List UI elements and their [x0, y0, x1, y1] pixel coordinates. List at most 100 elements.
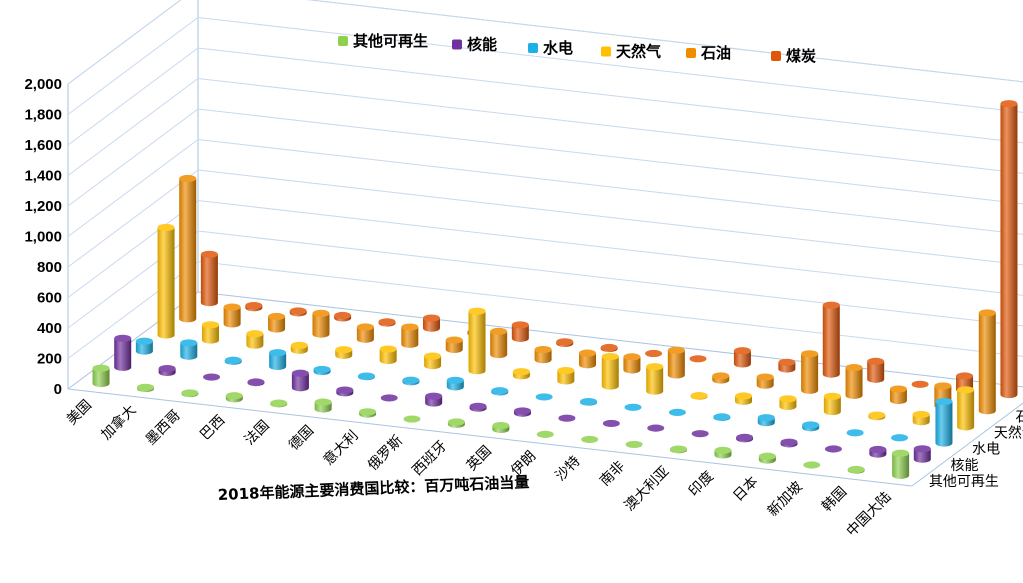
bar: [823, 392, 841, 416]
bar: [136, 383, 154, 393]
y-tick-label: 1,800: [24, 107, 62, 124]
y-tick-label: 0: [54, 381, 62, 398]
bar: [157, 223, 175, 339]
bar: [647, 424, 665, 432]
chart-frame-edge: [197, 291, 1023, 388]
bar: [690, 392, 708, 400]
bar: [733, 347, 751, 368]
y-axis-ticks: 0 200 400 600 800 1,000 1,200 1,400 1,600 1,800 2,…: [24, 76, 62, 398]
x-tick-label: 法国: [242, 417, 273, 448]
bar: [158, 364, 176, 377]
bar: [246, 330, 264, 349]
bar: [422, 314, 440, 332]
x-tick-label: 日本: [730, 474, 761, 505]
bar: [511, 321, 529, 342]
bar: [778, 358, 796, 373]
bar: [181, 389, 199, 398]
y-tick-label: 1,000: [24, 229, 62, 246]
bar: [757, 414, 775, 427]
bar: [357, 372, 375, 381]
y-tick-label: 800: [37, 259, 62, 276]
gridline: [67, 0, 1023, 85]
bar: [758, 452, 776, 464]
legend-label: 其他可再生: [353, 32, 428, 50]
y-tick-label: 400: [37, 320, 62, 337]
bar: [268, 312, 286, 333]
legend-label: 石油: [700, 44, 731, 62]
gridline: [67, 260, 1023, 359]
bar: [536, 430, 554, 438]
legend-swatch: [338, 36, 348, 46]
bar: [623, 353, 641, 374]
bar: [334, 311, 352, 322]
bar: [225, 392, 243, 403]
bar: [401, 323, 419, 348]
bar: [714, 446, 732, 459]
y-tick-label: 200: [37, 351, 62, 368]
bar: [468, 307, 486, 375]
bar: [802, 421, 820, 432]
depth-tick-label: 天然气: [994, 424, 1023, 441]
bar: [180, 339, 198, 360]
bar: [712, 372, 730, 384]
bar: [425, 392, 443, 407]
bar: [689, 355, 707, 363]
bar: [245, 302, 263, 312]
bar: [869, 445, 887, 458]
bar: [867, 357, 885, 383]
bar: [935, 397, 953, 447]
bar: [314, 398, 332, 413]
bar: [847, 465, 865, 474]
bar: [447, 418, 465, 428]
bar: [756, 373, 774, 389]
bar: [624, 403, 642, 411]
gridline: [67, 16, 1023, 115]
chart-frame-edge: [67, 388, 913, 487]
y-tick-label: 1,400: [24, 168, 62, 185]
gridline: [67, 138, 1023, 237]
bar: [779, 395, 797, 411]
bar: [270, 399, 288, 408]
legend-swatch: [771, 51, 781, 61]
bar: [668, 408, 686, 416]
bar: [601, 352, 619, 390]
bar: [822, 301, 840, 378]
bar: [912, 410, 930, 426]
depth-tick-label: 水电: [972, 442, 1000, 458]
bar: [380, 394, 398, 402]
bar: [114, 334, 132, 371]
chart-bars: [92, 100, 1018, 479]
bar: [403, 415, 421, 423]
chart-frame-edge: [67, 291, 199, 390]
bar: [691, 430, 709, 438]
bar: [892, 449, 910, 479]
bar: [801, 350, 819, 394]
legend-label: 核能: [467, 36, 497, 54]
chart-gridlines: [67, 0, 1023, 359]
bar: [313, 365, 331, 376]
x-tick-label: 英国: [463, 442, 495, 474]
x-tick-label: 西班牙: [409, 438, 450, 479]
bar: [379, 345, 397, 365]
x-tick-label: 沙特: [553, 453, 584, 484]
bar: [978, 309, 996, 415]
depth-tick-label: 其他可再生: [929, 474, 999, 490]
x-tick-label: 意大利: [320, 427, 362, 469]
bar: [780, 438, 798, 448]
bar: [445, 336, 463, 354]
x-tick-label: 俄罗斯: [365, 433, 406, 474]
x-tick-label: 新加坡: [765, 479, 806, 520]
bar: [580, 397, 598, 406]
bar: [911, 380, 929, 388]
bar: [803, 461, 821, 469]
legend-label: 水电: [543, 39, 573, 57]
x-tick-label: 澳大利亚: [622, 463, 673, 514]
bar: [92, 364, 110, 388]
x-tick-label: 美国: [64, 397, 95, 428]
bar: [359, 408, 377, 418]
bar: [913, 445, 931, 463]
bar: [336, 386, 354, 397]
bar: [402, 376, 420, 386]
bar: [378, 318, 396, 327]
legend-label: 煤炭: [786, 47, 816, 65]
